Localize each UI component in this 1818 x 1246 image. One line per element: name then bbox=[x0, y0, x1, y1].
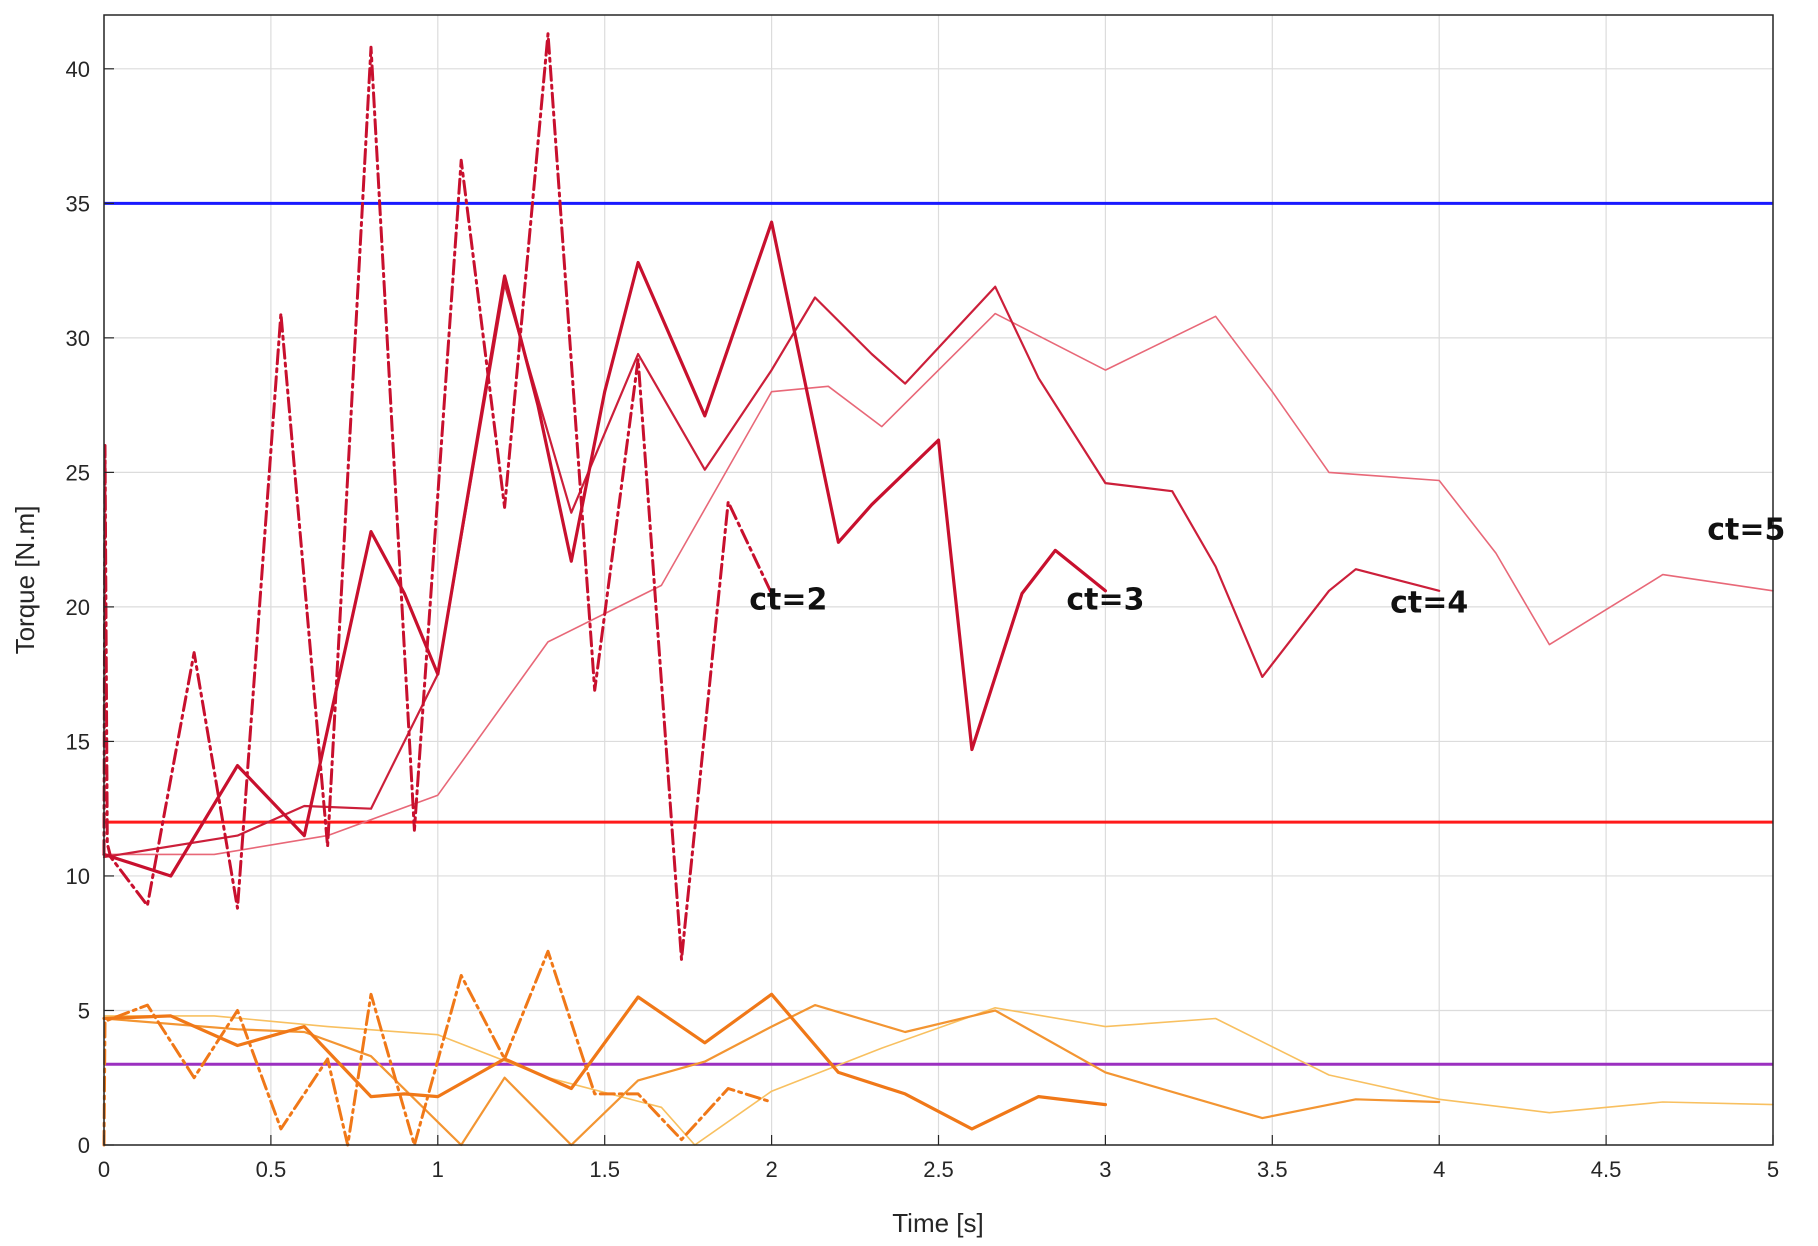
x-tick-label: 1 bbox=[432, 1157, 444, 1182]
series-line bbox=[102, 282, 1441, 859]
x-tick-label: 3 bbox=[1099, 1157, 1111, 1182]
y-tick-label: 25 bbox=[66, 460, 90, 485]
series-annotation: ct=3 bbox=[1066, 583, 1144, 618]
x-tick-label: 2 bbox=[765, 1157, 777, 1182]
y-tick-label: 40 bbox=[66, 57, 90, 82]
series-line bbox=[103, 1006, 1774, 1146]
series-annotation: ct=5 bbox=[1707, 513, 1785, 548]
series-line bbox=[103, 312, 1774, 856]
x-tick-label: 5 bbox=[1767, 1157, 1779, 1182]
y-tick-label: 0 bbox=[78, 1133, 90, 1158]
x-tick-label: 4.5 bbox=[1591, 1157, 1622, 1182]
series-line bbox=[102, 949, 774, 1147]
x-tick-label: 4 bbox=[1433, 1157, 1445, 1182]
series-annotation: ct=4 bbox=[1390, 585, 1468, 620]
series-lines bbox=[102, 32, 1774, 1147]
y-axis-title: Torque [N.m] bbox=[10, 506, 40, 655]
axis-ticks: 0 0.5 1 1.5 2 2.5 3 3.5 4 4.5 5 0 5 10 15 20 25 30 35 40 bbox=[66, 57, 1780, 1182]
y-tick-label: 15 bbox=[66, 729, 90, 754]
y-tick-label: 30 bbox=[66, 326, 90, 351]
x-tick-label: 0 bbox=[98, 1157, 110, 1182]
series-line bbox=[102, 32, 774, 961]
series-annotation: ct=2 bbox=[749, 583, 827, 618]
reference-lines bbox=[104, 201, 1773, 1066]
x-tick-label: 2.5 bbox=[923, 1157, 954, 1182]
y-tick-label: 20 bbox=[66, 595, 90, 620]
x-axis-title: Time [s] bbox=[892, 1208, 983, 1238]
series-line bbox=[102, 1003, 1441, 1147]
y-tick-label: 10 bbox=[66, 864, 90, 889]
series-line bbox=[102, 220, 1108, 878]
series-line bbox=[102, 992, 1108, 1131]
y-tick-label: 5 bbox=[78, 998, 90, 1023]
x-tick-label: 0.5 bbox=[256, 1157, 287, 1182]
annotations: ct=2 ct=3 ct=4 ct=5 bbox=[749, 513, 1785, 621]
y-tick-label: 35 bbox=[66, 191, 90, 216]
x-tick-label: 1.5 bbox=[589, 1157, 620, 1182]
x-tick-label: 3.5 bbox=[1257, 1157, 1288, 1182]
